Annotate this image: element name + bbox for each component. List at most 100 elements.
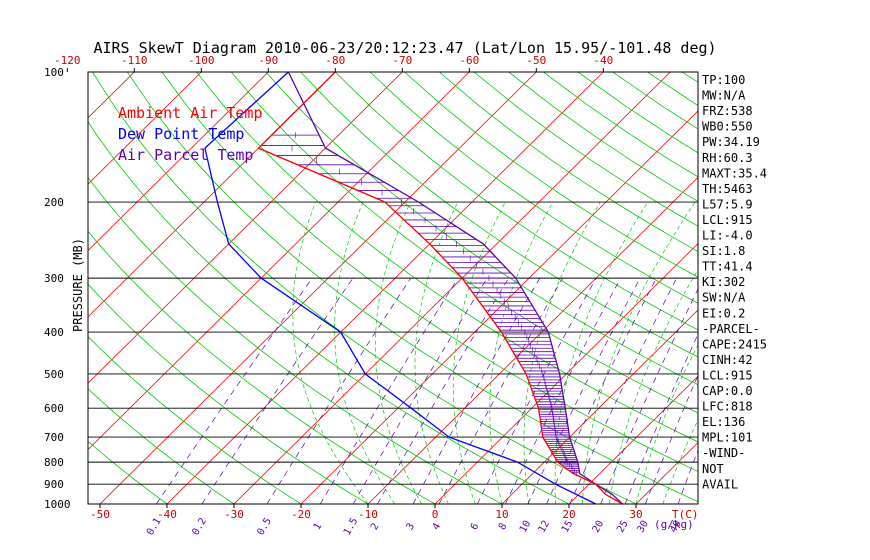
- index-item: EL:136: [702, 415, 745, 429]
- mixing-ratio-line: [377, 277, 509, 504]
- isotherm-line: [501, 309, 698, 504]
- mixing-ratio-line: [319, 277, 459, 504]
- dry-adiabat-line: [88, 121, 570, 504]
- top-axis-tick-label: -100: [188, 54, 215, 67]
- dry-adiabat-line: [88, 335, 302, 504]
- isotherm-line: [88, 72, 202, 185]
- mixing-ratio-line: [438, 277, 564, 504]
- dry-adiabat-line: [196, 72, 698, 443]
- moist-adiabat-line: [489, 201, 554, 504]
- dry-adiabat-line: [335, 72, 698, 331]
- mixing-ratio-line: [352, 277, 488, 504]
- pressure-tick-label: 300: [44, 272, 64, 285]
- top-axis-tick-label: -80: [325, 54, 345, 67]
- mixing-ratio-label: 0.2: [190, 516, 209, 537]
- index-item: MW:N/A: [702, 89, 746, 103]
- mixing-ratio-line: [156, 277, 313, 504]
- index-item: TH:5463: [702, 182, 753, 196]
- top-axis-tick-label: -120: [54, 54, 81, 67]
- pressure-tick-label: 900: [44, 478, 64, 491]
- mixing-ratio-line: [505, 277, 621, 504]
- legend-entry: Air Parcel Temp: [118, 146, 253, 164]
- isotherm-line: [166, 72, 604, 504]
- index-item: PW:34.19: [702, 135, 760, 149]
- index-item: LI:-4.0: [702, 229, 753, 243]
- bottom-axis-tick-label: -50: [90, 508, 110, 521]
- mixing-ratio-label: 1: [312, 521, 325, 532]
- pressure-tick-label: 600: [44, 402, 64, 415]
- bottom-axis-tick-label: 30: [629, 508, 642, 521]
- index-item: -PARCEL-: [702, 322, 760, 336]
- dry-adiabat-line: [161, 72, 698, 472]
- mixing-ratio-line: [645, 374, 698, 504]
- mixing-ratio-label: 6: [469, 521, 482, 532]
- dry-adiabat-line: [126, 72, 698, 503]
- index-item: EI:0.2: [702, 306, 745, 320]
- mixing-ratio-label: 25: [615, 519, 631, 535]
- dry-adiabat-line: [265, 72, 698, 386]
- dry-adiabat-line: [439, 72, 698, 252]
- chart-title: AIRS SkewT Diagram 2010-06-23/20:12:23.4…: [93, 39, 716, 57]
- index-item: MPL:101: [702, 431, 753, 445]
- mixing-ratio-line: [624, 333, 698, 504]
- bottom-axis-tick-label: -40: [157, 508, 177, 521]
- index-item: CAPE:2415: [702, 337, 767, 351]
- mixing-ratio-line: [412, 277, 541, 504]
- bottom-axis-tick-label: 20: [562, 508, 575, 521]
- legend-entry: Ambient Air Temp: [118, 104, 263, 122]
- isotherm-line: [99, 72, 537, 504]
- pressure-tick-label: 200: [44, 196, 64, 209]
- index-item: TT:41.4: [702, 260, 753, 274]
- ambient-air-temp-line: [257, 71, 623, 505]
- isotherm-line: [367, 176, 698, 504]
- index-item: RH:60.3: [702, 151, 753, 165]
- mixing-ratio-line: [600, 288, 698, 504]
- dry-adiabat-line: [300, 72, 698, 358]
- index-item: CINH:42: [702, 353, 753, 367]
- isotherm-line: [770, 72, 870, 504]
- isotherm-line: [837, 72, 870, 504]
- mixing-ratio-label: 2: [369, 521, 382, 532]
- plot-border: [87, 71, 699, 505]
- index-item: LCL:915: [702, 213, 753, 227]
- top-axis-tick-label: -60: [459, 54, 479, 67]
- moist-adiabat-line: [662, 419, 698, 504]
- dry-adiabat-line: [856, 72, 870, 504]
- pressure-tick-label: 400: [44, 326, 64, 339]
- index-item: NOT: [702, 462, 724, 476]
- pressure-tick-label: 500: [44, 368, 64, 381]
- moist-adiabat-line: [292, 201, 369, 504]
- mixing-ratio-line: [527, 277, 641, 504]
- dry-adiabat-line: [404, 72, 698, 278]
- dry-adiabat-line: [88, 388, 235, 504]
- moist-adiabat-line: [375, 201, 422, 504]
- mixing-ratio-label: 15: [560, 519, 576, 535]
- mixing-ratio-line: [266, 277, 412, 504]
- index-item: WB0:550: [702, 120, 753, 134]
- index-item: LCL:915: [702, 368, 753, 382]
- bottom-axis-tick-label: 10: [495, 508, 508, 521]
- mixing-ratio-line: [201, 277, 354, 504]
- isotherm-line: [88, 72, 403, 384]
- dry-adiabat-line: [230, 72, 698, 414]
- dry-adiabat-line: [786, 72, 870, 504]
- top-axis-tick-label: -110: [121, 54, 148, 67]
- top-axis-tick-label: -50: [526, 54, 546, 67]
- mixing-ratio-label: 8: [497, 521, 510, 532]
- isotherm-line: [88, 72, 269, 252]
- moist-adiabat-line: [452, 201, 506, 504]
- pressure-tick-label: 700: [44, 431, 64, 444]
- mixing-ratio-label: 40: [668, 519, 684, 535]
- mixing-ratio-line: [546, 277, 657, 504]
- mixing-ratio-unit-label: (g/kg): [654, 518, 694, 531]
- dry-adiabat-line: [751, 72, 870, 504]
- temp-unit-label: T(C): [672, 508, 699, 521]
- y-axis-label: PRESSURE (MB): [71, 238, 85, 332]
- grid-lines: [88, 72, 870, 504]
- index-item: SW:N/A: [702, 291, 746, 305]
- legend-entry: Dew Point Temp: [118, 125, 244, 143]
- dry-adiabat-line: [88, 176, 503, 504]
- dew-point-temp-line: [204, 71, 597, 505]
